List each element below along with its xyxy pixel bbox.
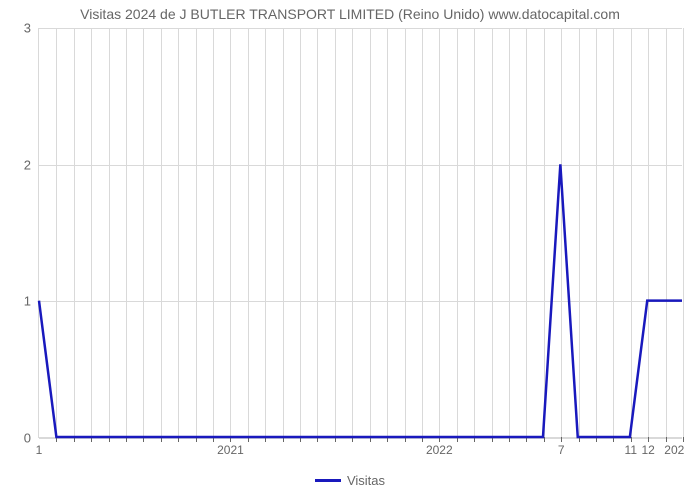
x-tick-label: 12	[642, 437, 655, 457]
y-tick-label: 2	[24, 157, 39, 172]
chart-plot-area: 012312021202271112202	[38, 28, 682, 438]
x-tick-label: 7	[558, 437, 565, 457]
y-tick-label: 3	[24, 21, 39, 36]
x-tick-label: 2022	[426, 437, 453, 457]
x-tick-label: 11	[625, 437, 637, 457]
x-tick-label: 1	[36, 437, 43, 457]
gridline-vertical	[683, 28, 684, 437]
y-tick-label: 1	[24, 294, 39, 309]
x-tick-label: 2021	[217, 437, 244, 457]
chart-legend: Visitas	[0, 470, 700, 488]
legend-label: Visitas	[347, 473, 385, 488]
chart-title: Visitas 2024 de J BUTLER TRANSPORT LIMIT…	[0, 6, 700, 22]
legend-swatch	[315, 479, 341, 482]
series-line-visitas	[39, 164, 682, 437]
x-tick-label: 202	[664, 437, 684, 457]
line-series	[39, 28, 682, 437]
legend-item-visitas: Visitas	[315, 473, 385, 488]
